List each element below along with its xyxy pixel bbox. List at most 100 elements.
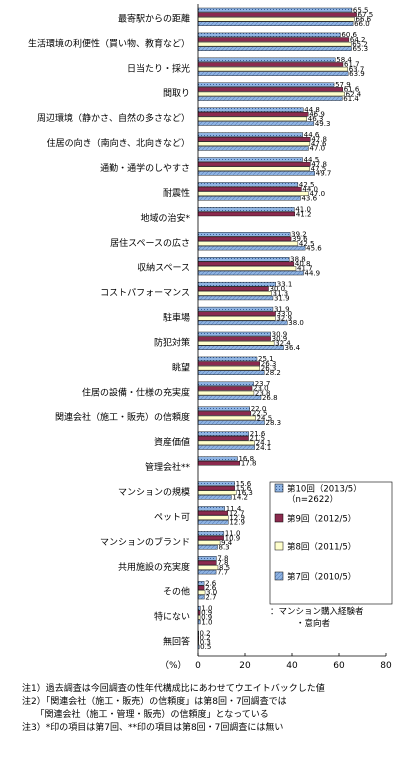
bar-0 — [197, 57, 336, 63]
bar-1 — [197, 211, 296, 217]
note-2: 注2）「関連会社（施工・販売）の信頼度」は第8回・7回調査では — [22, 697, 287, 707]
value-label: 0.2 — [199, 634, 210, 642]
value-label: 44.0 — [302, 185, 318, 193]
value-label: 66.0 — [354, 20, 370, 28]
value-label: 43.6 — [301, 195, 317, 203]
bar-1 — [197, 37, 350, 42]
bar-1 — [197, 286, 269, 291]
bar-3 — [197, 71, 349, 76]
value-label: 7.8 — [217, 559, 228, 567]
bar-3 — [197, 395, 262, 400]
category-label: 最寄駅からの距離 — [118, 12, 190, 24]
bar-3 — [197, 121, 315, 126]
value-label: 47.0 — [309, 145, 325, 153]
value-label: 7.8 — [217, 555, 228, 563]
value-label: 47.6 — [311, 140, 327, 148]
x-tick-label: 80 — [380, 661, 392, 671]
category-label: 日当たり・採光 — [127, 62, 190, 74]
legend-swatch — [274, 541, 284, 551]
legend-box — [269, 481, 393, 605]
bar-1 — [197, 510, 229, 516]
value-label: 0.3 — [200, 639, 211, 647]
value-label: 44.6 — [304, 131, 320, 139]
bar-2 — [197, 316, 276, 321]
value-label: 2.6 — [205, 584, 217, 592]
value-label: 47.8 — [311, 160, 327, 168]
value-label: 66.6 — [356, 16, 372, 24]
bar-0 — [197, 306, 274, 312]
bar-1 — [197, 585, 205, 591]
value-label: 28.2 — [265, 369, 281, 377]
bar-3 — [197, 594, 205, 600]
value-label: 22.5 — [252, 410, 268, 418]
bar-2 — [197, 191, 309, 196]
bar-2 — [197, 490, 237, 495]
category-label: 眺望 — [172, 361, 190, 373]
bar-0 — [197, 32, 341, 38]
value-label: 39.2 — [291, 231, 307, 239]
legend-sample-size: （n=2622） — [287, 494, 338, 505]
value-label: 26.3 — [261, 360, 277, 368]
bar-0 — [197, 182, 299, 187]
bar-2 — [197, 41, 352, 47]
category-label: マンションの規模 — [118, 487, 190, 498]
bar-1 — [197, 87, 343, 92]
bar-1 — [197, 361, 261, 366]
value-label: 15.6 — [236, 484, 252, 492]
value-label: 1.0 — [201, 618, 212, 626]
bar-3 — [197, 21, 354, 26]
bar-1 — [197, 186, 302, 192]
bar-2 — [197, 540, 221, 545]
bar-1 — [197, 461, 241, 466]
value-label: 15.6 — [236, 480, 252, 488]
bar-1 — [197, 311, 276, 316]
value-label: 61.6 — [344, 86, 360, 94]
legend-label: 第8回（2011/5） — [287, 542, 356, 553]
bar-0 — [197, 257, 290, 262]
bar-0 — [197, 356, 258, 362]
value-label: 57.9 — [335, 81, 351, 89]
value-label: 3.0 — [206, 589, 217, 597]
value-label: 49.7 — [316, 170, 332, 178]
value-label: 41.7 — [297, 265, 313, 273]
value-label: 22.0 — [251, 405, 267, 413]
value-label: 14.2 — [232, 494, 248, 502]
bar-3 — [197, 270, 304, 276]
value-label: 41.0 — [295, 206, 311, 214]
bar-2 — [197, 91, 345, 97]
value-label: 21.6 — [250, 430, 266, 438]
legend-swatch — [274, 483, 284, 493]
value-label: 12.9 — [229, 514, 245, 522]
bar-2 — [197, 415, 256, 421]
bar-2 — [197, 116, 308, 122]
value-label: 10.9 — [225, 534, 241, 542]
legend-swatch — [274, 513, 284, 523]
value-label: 62.4 — [346, 90, 362, 98]
value-label: 36.4 — [285, 344, 301, 352]
value-label: 0.9 — [201, 609, 212, 617]
value-label: 23.8 — [255, 389, 271, 397]
bar-0 — [197, 531, 225, 536]
category-label: 住居の設備・仕様の充実度 — [82, 386, 190, 398]
note-3: 「関連会社（施工・管理・販売）の信頼度」となっている — [22, 710, 269, 720]
value-label: 26.3 — [261, 364, 277, 372]
value-label: 12.9 — [229, 519, 245, 527]
value-label: 0.5 — [200, 643, 211, 651]
note-1: 注1）過去調査は今回調査の性年代構成比にあわせてウエイトバックした値 — [22, 684, 325, 694]
value-label: 67.5 — [358, 11, 374, 19]
value-label: 9.4 — [221, 539, 233, 547]
value-label: 11.4 — [226, 505, 242, 513]
bar-chart: 最寄駅からの距離 65.567.566.666.0 生活環境の利便性（買い物、教育な… — [28, 4, 393, 671]
value-label: 46.3 — [308, 115, 324, 123]
category-label: 居住スペースの広さ — [110, 237, 190, 249]
category-label: 駐車場 — [163, 312, 190, 324]
bar-3 — [197, 420, 265, 425]
bar-0 — [197, 107, 304, 112]
value-label: 44.9 — [305, 269, 321, 277]
value-label: 38.0 — [288, 319, 304, 327]
category-label: 特にない — [154, 611, 190, 623]
value-label: 16.3 — [237, 489, 253, 497]
bar-2 — [197, 66, 348, 72]
value-label: 65.2 — [352, 40, 368, 48]
value-label: 33.0 — [277, 310, 293, 318]
